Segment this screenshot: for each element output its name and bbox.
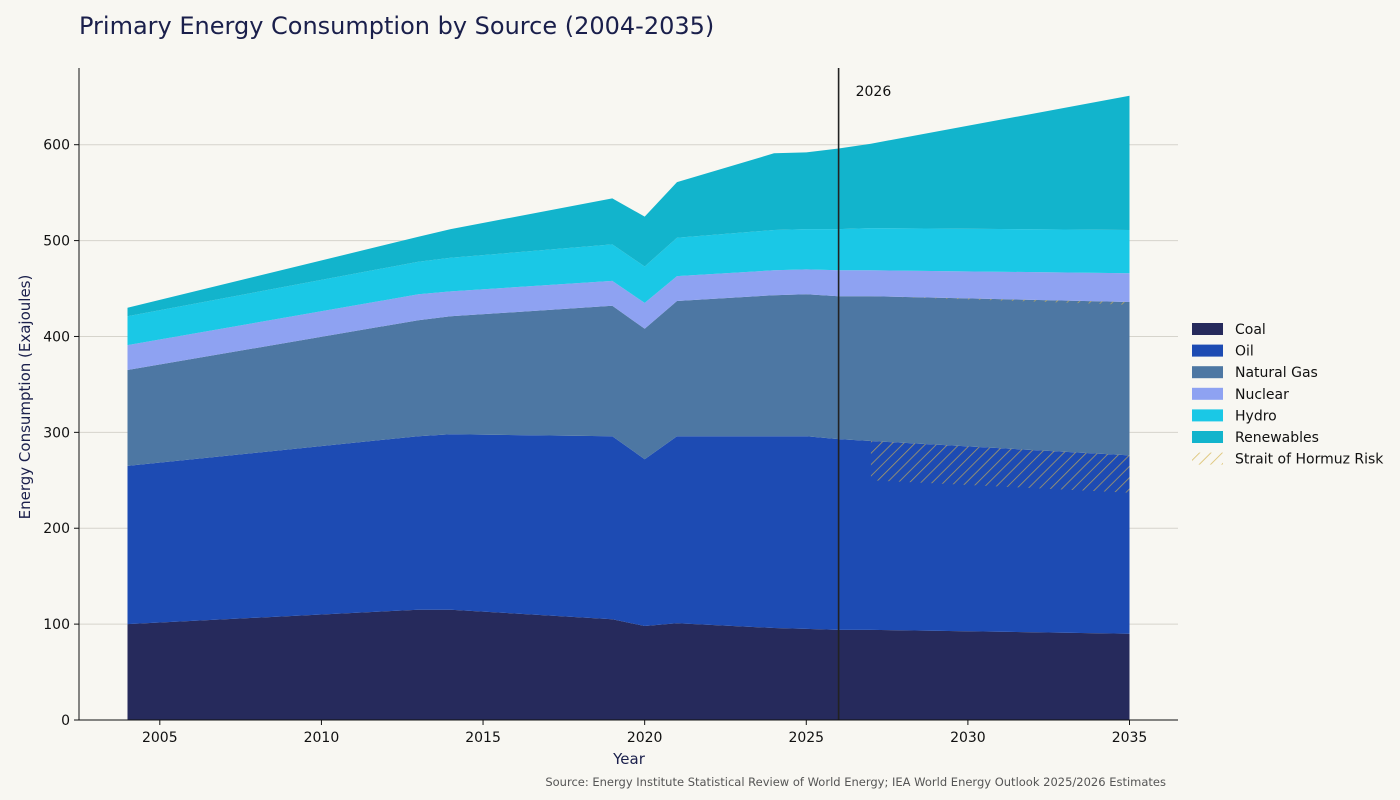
y-axis-ticks: 0 100 200 300 400 500 600 (43, 138, 79, 729)
legend-label-coal: Coal (1235, 322, 1266, 338)
legend-swatch-hydro (1192, 409, 1223, 422)
area-hydro (127, 228, 1130, 346)
x-tick-label-2030: 2030 (950, 730, 986, 746)
y-tick-label-100: 100 (43, 617, 70, 633)
y-tick-label-600: 600 (43, 138, 70, 154)
legend-swatch-oil (1192, 344, 1223, 357)
x-tick-label-2005: 2005 (142, 730, 178, 746)
legend-label-strait-of-hormuz-risk: Strait of Hormuz Risk (1235, 452, 1384, 468)
y-tick-label-0: 0 (61, 713, 70, 729)
area-layers (127, 95, 1130, 720)
x-tick-label-2020: 2020 (627, 730, 663, 746)
legend-swatch-strait-of-hormuz-risk (1192, 452, 1223, 465)
y-tick-label-200: 200 (43, 521, 70, 537)
chart-title: Primary Energy Consumption by Source (20… (79, 12, 714, 40)
legend: Coal Oil Natural Gas Nuclear Hydro Renewables… (1192, 322, 1384, 468)
x-tick-label-2025: 2025 (788, 730, 824, 746)
legend-swatch-nuclear (1192, 387, 1223, 400)
legend-swatch-natural-gas (1192, 366, 1223, 379)
axes (78, 68, 1178, 721)
legend-label-oil: Oil (1235, 344, 1254, 360)
legend-label-nuclear: Nuclear (1235, 387, 1289, 403)
x-axis-ticks: 2005 2010 2015 2020 2025 2030 2035 (142, 720, 1147, 746)
risk-band-gas (870, 296, 1130, 305)
area-nuclear (127, 269, 1130, 370)
area-oil (127, 434, 1130, 634)
risk-band (870, 296, 1130, 493)
x-axis-label: Year (612, 750, 646, 768)
legend-swatch-renewables (1192, 431, 1223, 443)
source-note: Source: Energy Institute Statistical Rev… (545, 775, 1166, 789)
x-tick-label-2015: 2015 (465, 730, 501, 746)
area-coal (127, 609, 1130, 720)
legend-label-hydro: Hydro (1235, 408, 1277, 424)
x-tick-label-2010: 2010 (304, 730, 340, 746)
legend-swatch-coal (1192, 323, 1223, 335)
year-marker: 2026 (837, 68, 892, 720)
area-natural-gas (127, 294, 1130, 466)
x-tick-label-2035: 2035 (1112, 730, 1148, 746)
y-tick-label-400: 400 (43, 329, 70, 345)
y-tick-label-500: 500 (43, 234, 70, 250)
y-tick-label-300: 300 (43, 425, 70, 441)
risk-band-oil (870, 440, 1130, 493)
legend-label-natural-gas: Natural Gas (1235, 365, 1318, 381)
legend-label-renewables: Renewables (1235, 430, 1319, 446)
area-renewables (127, 95, 1130, 317)
y-axis-label: Energy Consumption (Exajoules) (16, 275, 34, 520)
marker-label-2026: 2026 (856, 84, 892, 100)
